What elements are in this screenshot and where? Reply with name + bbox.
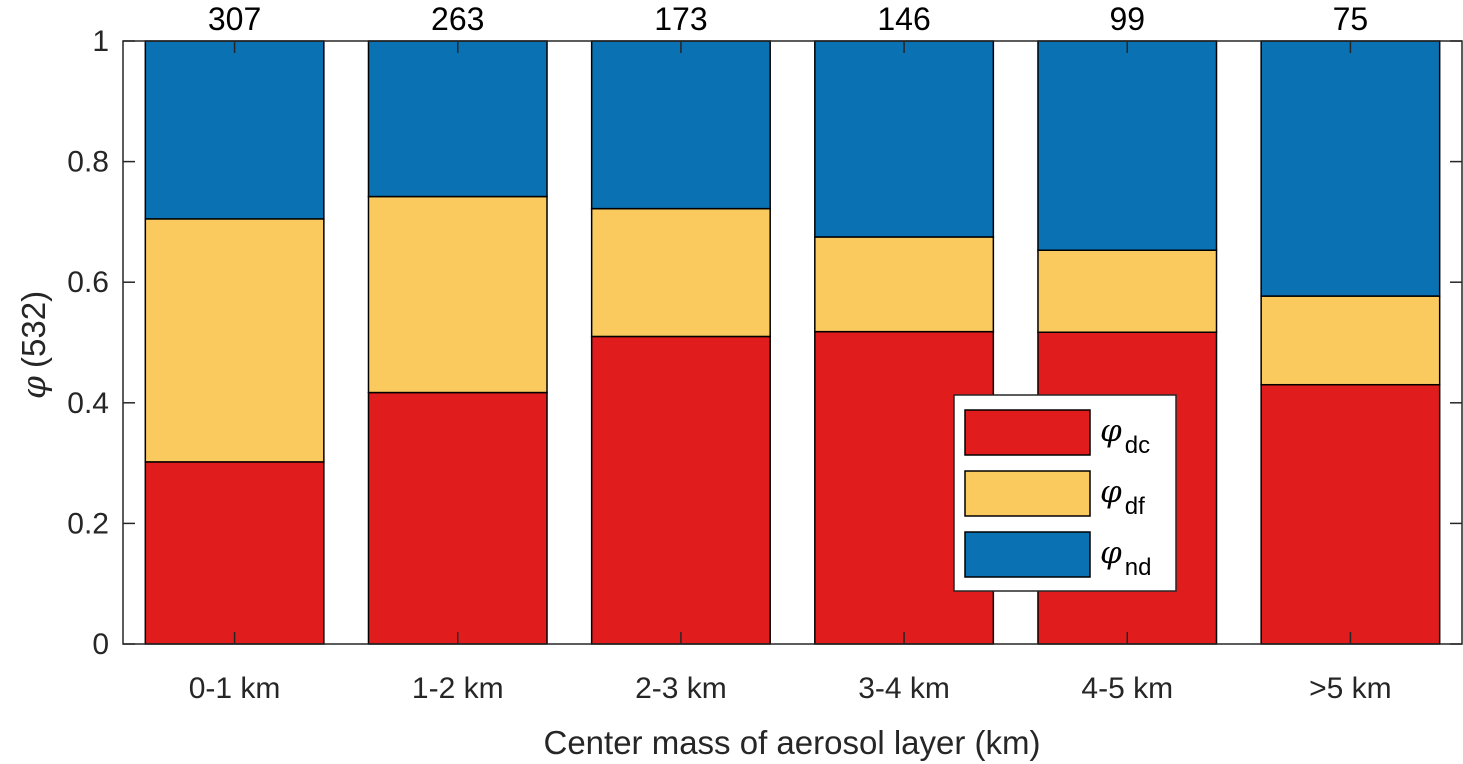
x-tick-label: 1-2 km — [412, 672, 504, 705]
legend-label-dc: φ dc — [1100, 413, 1150, 459]
axes-box — [122, 40, 1463, 645]
x-tick-label: 3-4 km — [858, 672, 950, 705]
x-axis-title: Center mass of aerosol layer (km) — [544, 724, 1041, 761]
bar-count-label: 173 — [654, 1, 707, 37]
bar-count-label: 146 — [877, 1, 930, 37]
bar-segment-nd-4 — [814, 40, 995, 238]
y-tick-label: 0 — [92, 628, 109, 661]
y-tick-label: 0.6 — [67, 266, 109, 299]
bar-count-label: 75 — [1333, 1, 1369, 37]
y-tick-label: 0.4 — [67, 387, 109, 420]
labels-layer: 0-1 km 307 1-2 km 263 2-3 km 173 3-4 km 146 4-5 … — [67, 1, 1391, 705]
bar-segment-nd-6 — [1260, 40, 1441, 297]
legend-label-nd: φ nd — [1100, 535, 1151, 581]
y-axis-title: φ (532) — [14, 291, 53, 399]
y-tick-label: 0.2 — [67, 507, 109, 540]
y-tick-label: 1 — [92, 25, 109, 58]
legend: φ dc φ df φ nd — [953, 394, 1177, 592]
axes-layer — [122, 40, 1463, 645]
bar-segment-nd-2 — [367, 40, 548, 198]
bar-segment-df-3 — [590, 207, 771, 338]
bar-segment-nd-1 — [144, 40, 325, 220]
x-tick-label: 2-3 km — [635, 672, 727, 705]
y-tick-label: 0.8 — [67, 146, 109, 179]
bar-count-label: 99 — [1109, 1, 1145, 37]
bar-segment-df-1 — [144, 218, 325, 463]
bar-segment-df-5 — [1037, 249, 1218, 334]
bar-segment-nd-5 — [1037, 40, 1218, 251]
bar-segment-df-6 — [1260, 295, 1441, 386]
legend-swatch-nd — [964, 531, 1091, 578]
legend-label-df: φ df — [1100, 474, 1145, 520]
y-axis-symbol: φ — [14, 376, 53, 399]
bar-segment-df-2 — [367, 195, 548, 394]
bar-count-label: 263 — [431, 1, 484, 37]
bar-segment-dc-3 — [590, 335, 771, 645]
bar-count-label: 307 — [208, 1, 261, 37]
y-axis-label-text: (532) — [15, 291, 52, 368]
bars-layer — [144, 40, 1441, 645]
x-tick-label: >5 km — [1309, 672, 1392, 705]
legend-swatch-dc — [964, 409, 1091, 456]
svg-text:φ(532): φ (532) — [14, 291, 53, 399]
legend-swatch-df — [964, 470, 1091, 517]
x-tick-label: 4-5 km — [1081, 672, 1173, 705]
bar-segment-dc-6 — [1260, 383, 1441, 645]
bar-segment-dc-2 — [367, 391, 548, 645]
bar-segment-df-4 — [814, 236, 995, 333]
bar-segment-nd-3 — [590, 40, 771, 210]
x-tick-label: 0-1 km — [189, 672, 281, 705]
bar-segment-dc-1 — [144, 461, 325, 645]
